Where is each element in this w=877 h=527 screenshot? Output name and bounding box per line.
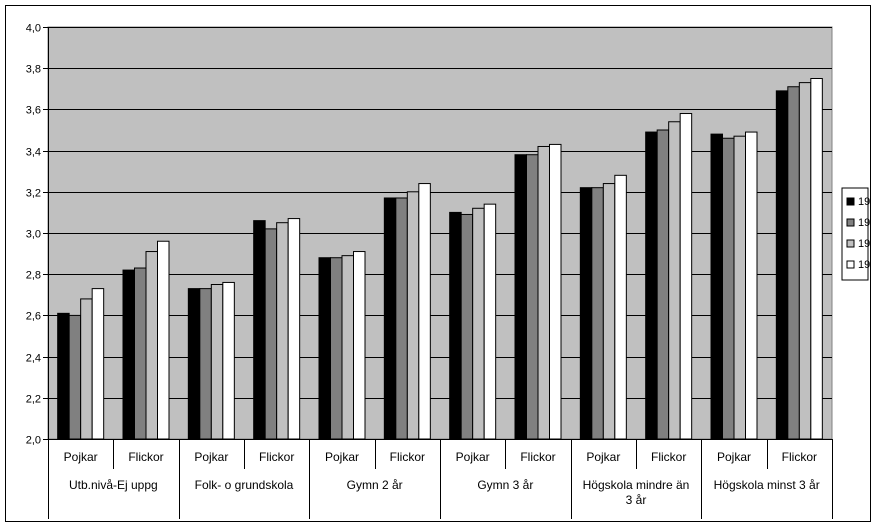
bar-1994	[318, 257, 331, 440]
x-sub-label: Pojkar	[456, 450, 490, 464]
bar-1997	[483, 203, 497, 440]
chart-frame: 2,0 2,2 2,4 2,6 2,8 3,0 3,2 3,4 3,6 3,8 4,0 Pojkar F…	[5, 5, 877, 522]
axes: 2,0 2,2 2,4 2,6 2,8 3,0 3,2 3,4 3,6 3,8 4,0 Pojkar F…	[26, 23, 833, 519]
bar-1995	[460, 213, 474, 440]
bar-1997	[745, 131, 758, 440]
legend-label-1997: 1997	[858, 259, 870, 271]
bar-1996	[145, 251, 158, 440]
bar-1994	[253, 220, 266, 440]
y-tick-label: 3,0	[26, 229, 41, 241]
bar-1997	[222, 281, 235, 440]
bar-chart: 2,0 2,2 2,4 2,6 2,8 3,0 3,2 3,4 3,6 3,8 4,0 Pojkar F…	[26, 23, 877, 519]
y-tick-label: 3,8	[26, 64, 41, 76]
x-group-label: Utb.nivå-Ej uppg	[69, 478, 158, 492]
bar-1997	[810, 78, 823, 440]
bar-1995	[722, 137, 735, 440]
bar-1996	[602, 183, 616, 440]
bar-1995	[526, 154, 539, 440]
x-sub-label: Pojkar	[194, 450, 228, 464]
y-tick-label: 2,6	[26, 311, 41, 323]
bar-1994	[449, 211, 462, 440]
x-sub-label: Flickor	[390, 450, 425, 464]
bar-1994	[187, 288, 201, 440]
legend-label-1996: 1996	[858, 238, 870, 250]
bar-1997	[679, 113, 693, 440]
bar-1994	[514, 154, 527, 440]
bar-1997	[287, 218, 301, 440]
bar-1996	[537, 145, 550, 440]
x-group-label: Gymn 2 år	[347, 478, 403, 492]
bar-1995	[68, 314, 82, 440]
bar-1995	[264, 228, 278, 440]
x-sub-label: Flickor	[520, 450, 555, 464]
y-tick-label: 2,4	[26, 353, 41, 365]
bar-1995	[134, 267, 147, 440]
bar-1996	[210, 284, 224, 440]
bar-1995	[787, 86, 800, 440]
bar-1994	[383, 197, 397, 440]
bar-1995	[656, 129, 670, 440]
x-sub-label: Flickor	[128, 450, 163, 464]
x-sub-label: Pojkar	[717, 450, 751, 464]
x-sub-label: Pojkar	[586, 450, 620, 464]
legend-swatch-1996	[846, 239, 855, 248]
legend-swatch-1995	[846, 218, 855, 227]
bar-1997	[157, 240, 170, 440]
bar-1994	[775, 90, 789, 440]
bar-1995	[395, 197, 408, 440]
x-sub-label: Pojkar	[64, 450, 98, 464]
y-tick-label: 3,4	[26, 147, 41, 159]
legend-label-1994: 1994	[858, 196, 870, 208]
bar-1996	[668, 121, 681, 440]
y-tick-label: 2,2	[26, 394, 41, 406]
y-tick-label: 4,0	[26, 23, 41, 35]
x-sub-label: Flickor	[259, 450, 294, 464]
bar-1997	[418, 183, 431, 440]
x-group-label: Högskola minst 3 år	[714, 478, 820, 492]
x-sub-label: Pojkar	[325, 450, 359, 464]
bar-1994	[122, 269, 135, 440]
bar-1995	[591, 187, 604, 440]
x-sub-label: Flickor	[651, 450, 686, 464]
bar-1996	[276, 222, 289, 440]
y-tick-label: 3,2	[26, 188, 41, 200]
bar-1996	[798, 82, 812, 440]
bar-1997	[91, 288, 105, 440]
legend-label-1995: 1995	[858, 217, 870, 229]
bar-1996	[733, 135, 746, 440]
x-group-label: Högskola mindre än	[583, 478, 690, 492]
y-tick-label: 2,0	[26, 435, 41, 447]
bar-1996	[341, 255, 354, 440]
plot-area	[47, 26, 833, 440]
x-group-label: Gymn 3 år	[477, 478, 533, 492]
bar-1997	[549, 143, 562, 440]
bar-1994	[579, 187, 593, 440]
bar-1994	[645, 131, 658, 440]
bar-1996	[80, 298, 93, 440]
bar-1996	[472, 207, 485, 440]
legend-swatch-1994	[846, 197, 855, 206]
bar-1995	[199, 288, 212, 440]
legend-box	[841, 187, 869, 281]
x-group-label: Folk- o grundskola	[195, 478, 294, 492]
bar-1997	[614, 174, 627, 440]
x-sub-label: Flickor	[782, 450, 817, 464]
bar-1994	[710, 133, 723, 440]
bar-1997	[353, 251, 366, 440]
legend: 1994 1995 1996 1997	[841, 187, 877, 281]
bar-1995	[330, 257, 343, 440]
y-tick-label: 2,8	[26, 270, 41, 282]
y-tick-label: 3,6	[26, 105, 41, 117]
bar-1996	[406, 191, 420, 440]
bar-1994	[57, 312, 70, 440]
legend-swatch-1997	[846, 260, 855, 269]
x-group-label: 3 år	[626, 493, 647, 507]
